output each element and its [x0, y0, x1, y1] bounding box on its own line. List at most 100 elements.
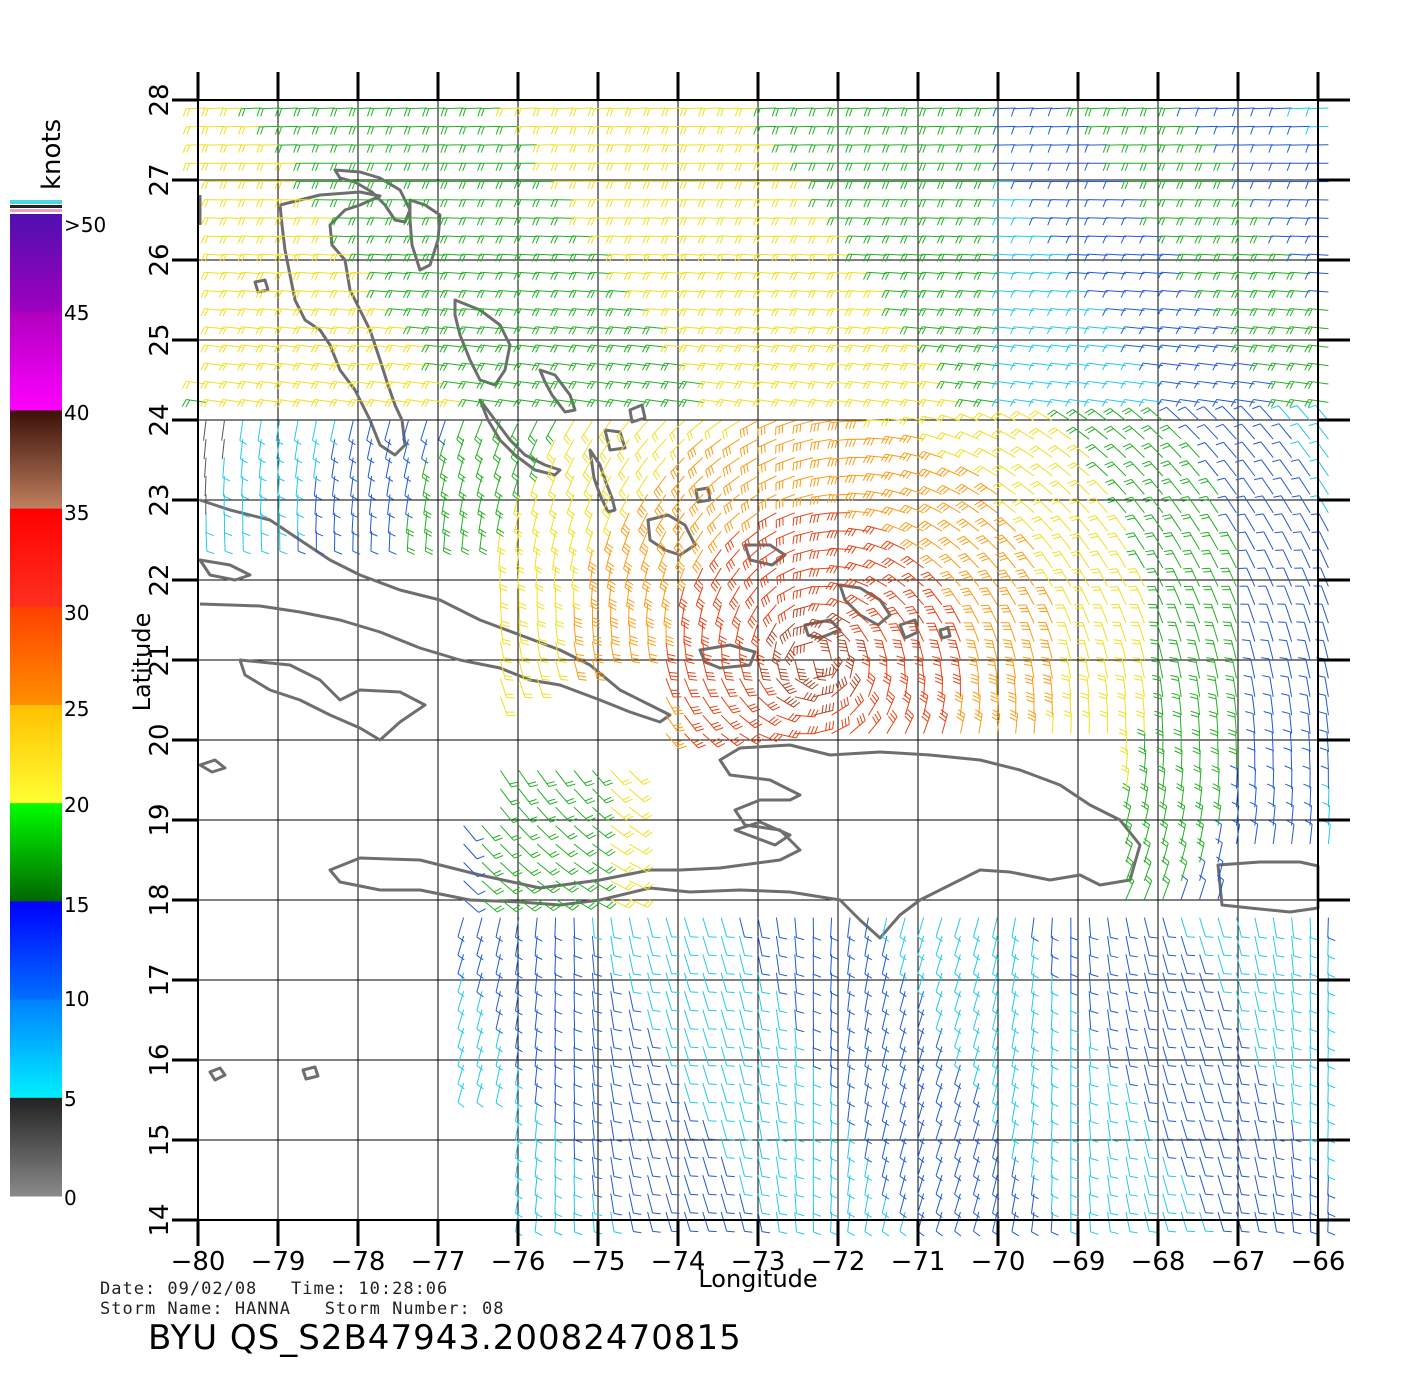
- wind-barb: [573, 917, 583, 941]
- wind-barb: [1123, 478, 1145, 495]
- legend-band-25-30: [10, 606, 62, 706]
- wind-barb: [888, 623, 906, 642]
- wind-barb: [457, 954, 465, 979]
- wind-barb: [1191, 728, 1201, 753]
- wind-barb: [1124, 514, 1145, 532]
- wind-barb: [1126, 550, 1145, 569]
- wind-barb: [1235, 477, 1256, 495]
- wind-barb: [1270, 405, 1292, 422]
- wind-barb: [720, 935, 735, 957]
- wind-barb: [935, 1027, 943, 1053]
- wind-barb: [1204, 621, 1219, 642]
- wind-barb: [1050, 1211, 1059, 1236]
- wind-barb: [499, 659, 514, 681]
- wind-barb: [720, 714, 743, 730]
- wind-barb: [899, 416, 924, 425]
- wind-barb: [809, 475, 832, 488]
- wind-barb: [740, 475, 759, 495]
- wind-barb: [683, 1138, 699, 1159]
- legend-band-40-45: [10, 312, 62, 411]
- wind-barb: [481, 843, 504, 860]
- wind-barb: [827, 420, 851, 431]
- wind-barb: [899, 434, 924, 444]
- wind-barb: [665, 1156, 680, 1178]
- wind-barb: [1030, 954, 1039, 979]
- wind-barb: [702, 1211, 717, 1233]
- x-tick-label: −68: [1131, 1247, 1186, 1277]
- wind-barb: [573, 1138, 583, 1162]
- wind-barb: [1292, 513, 1311, 532]
- wind-barb: [1143, 1101, 1158, 1123]
- wind-barb: [1319, 729, 1329, 753]
- wind-barb: [901, 572, 924, 587]
- wind-barb: [1106, 532, 1127, 550]
- wind-barb: [862, 559, 888, 569]
- wind-barb: [456, 420, 465, 446]
- y-tick-label: 17: [145, 963, 175, 996]
- wind-barb: [794, 1138, 805, 1162]
- wind-barb: [1196, 406, 1219, 422]
- wind-barb: [899, 469, 924, 480]
- wind-barb: [1255, 531, 1274, 550]
- wind-barb: [518, 788, 539, 806]
- wind-barb: [704, 420, 722, 441]
- wind-barb: [756, 641, 765, 666]
- wind-barb: [1286, 819, 1295, 845]
- wind-barb: [517, 567, 526, 592]
- wind-barb: [1254, 477, 1274, 495]
- wind-barb: [257, 420, 266, 445]
- wind-barb: [1215, 441, 1237, 458]
- coastline-san-salvador: [628, 403, 647, 424]
- wind-barb: [1011, 481, 1035, 495]
- wind-barb: [935, 972, 943, 998]
- wind-barb: [1122, 425, 1145, 440]
- legend-label: 20: [64, 793, 89, 817]
- wind-barb: [1088, 1027, 1099, 1051]
- wind-barb: [689, 512, 704, 536]
- wind-barb: [757, 1083, 771, 1105]
- wind-barb: [1125, 935, 1138, 958]
- wind-barb: [812, 659, 827, 681]
- wind-barb: [647, 641, 659, 664]
- wind-barb: [899, 1009, 907, 1035]
- wind-barb: [665, 714, 686, 733]
- wind-barb: [260, 531, 270, 555]
- wind-barb: [1034, 568, 1053, 587]
- wind-barb: [1067, 479, 1090, 495]
- wind-barb: [757, 972, 771, 995]
- wind-barb: [1293, 549, 1311, 569]
- wind-barb: [513, 494, 522, 519]
- wind-barb: [936, 449, 961, 459]
- wind-barb: [1183, 585, 1201, 605]
- wind-barb: [830, 1138, 839, 1163]
- wind-barb: [830, 954, 839, 979]
- wind-barb: [683, 917, 699, 938]
- wind-barb: [647, 1119, 661, 1141]
- wind-barb: [369, 512, 378, 537]
- wind-barb: [275, 420, 284, 446]
- wind-barb: [739, 1101, 753, 1123]
- wind-barb: [847, 1083, 855, 1108]
- wind-barb: [573, 880, 598, 893]
- wind-barb: [931, 656, 943, 679]
- wind-barb: [463, 898, 486, 913]
- wind-barb: [655, 512, 667, 537]
- wind-barb: [652, 457, 667, 481]
- wind-barb: [693, 567, 704, 593]
- wind-barb: [739, 1009, 753, 1031]
- wind-barb: [739, 1156, 753, 1178]
- wind-barb: [1107, 1083, 1119, 1106]
- wind-barb: [847, 935, 855, 961]
- wind-barb: [620, 512, 630, 538]
- wind-barb: [1088, 917, 1099, 941]
- wind-barb: [771, 641, 782, 666]
- wind-barb: [647, 1064, 661, 1086]
- wind-barb: [1050, 1193, 1059, 1218]
- wind-barb: [724, 530, 740, 553]
- wind-barb: [1085, 461, 1108, 477]
- wind-barb: [899, 1119, 907, 1145]
- wind-barb: [880, 488, 906, 499]
- wind-barb: [1235, 991, 1250, 1012]
- wind-barb: [917, 1175, 925, 1200]
